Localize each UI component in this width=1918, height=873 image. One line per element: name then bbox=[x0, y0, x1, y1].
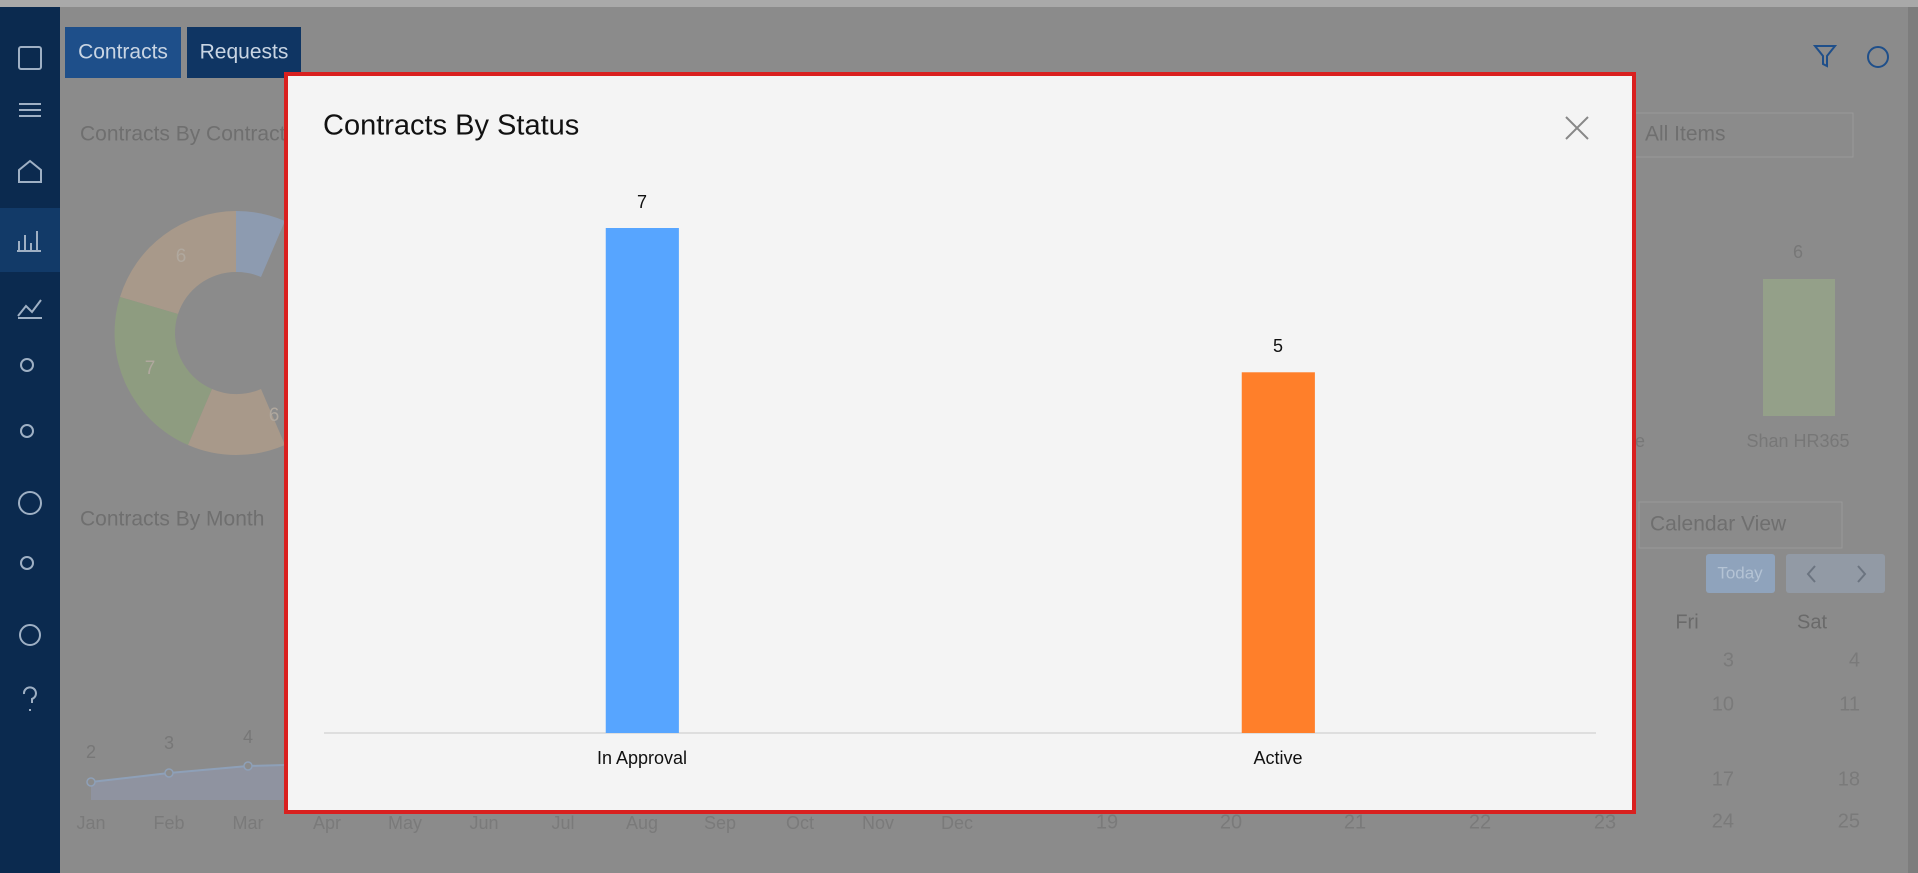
donut-label: 6 bbox=[176, 246, 187, 267]
bar bbox=[605, 228, 679, 733]
month-label: Apr bbox=[313, 813, 341, 833]
month-label: Oct bbox=[786, 813, 814, 833]
calendar-day: 17 bbox=[1712, 768, 1734, 790]
plot: 7 In Approval 5 Active bbox=[597, 192, 1315, 768]
modal-title: Contracts By Status bbox=[323, 110, 579, 142]
trend-icon[interactable] bbox=[17, 299, 42, 319]
calendar-day: 11 bbox=[1839, 693, 1860, 715]
month-label: Sep bbox=[704, 813, 736, 833]
palette-icon[interactable] bbox=[18, 491, 42, 515]
calendar-day: 25 bbox=[1838, 810, 1860, 832]
calendar-day: 18 bbox=[1838, 768, 1860, 790]
calendar-day: 21 bbox=[1344, 811, 1366, 833]
x-tick-label: Active bbox=[1253, 748, 1302, 768]
weekday: Sat bbox=[1797, 611, 1827, 633]
sidebar-active bbox=[0, 208, 60, 272]
analytics-icon[interactable] bbox=[17, 231, 41, 252]
month-label: Jul bbox=[551, 813, 574, 833]
line bbox=[90, 764, 286, 783]
month-label: Jan bbox=[76, 813, 105, 833]
users-icon[interactable] bbox=[20, 424, 34, 438]
calendar-day: 20 bbox=[1220, 811, 1242, 833]
month-label: Aug bbox=[626, 813, 658, 833]
dropdown-text[interactable]: Calendar View bbox=[1650, 513, 1787, 536]
tab[interactable] bbox=[187, 27, 301, 78]
x-tick-label: In Approval bbox=[597, 748, 687, 768]
donut-segment bbox=[188, 389, 285, 456]
calendar-day: 19 bbox=[1096, 811, 1118, 833]
logo-icon[interactable] bbox=[18, 46, 42, 70]
close-button[interactable] bbox=[1565, 116, 1589, 140]
calendar-day: 10 bbox=[1712, 693, 1734, 715]
point-label: 4 bbox=[243, 727, 253, 747]
tab-label[interactable]: Requests bbox=[200, 41, 289, 64]
sidebar bbox=[0, 7, 60, 873]
modal-frame bbox=[284, 72, 1636, 814]
line-point bbox=[86, 777, 96, 787]
user-sync-icon[interactable] bbox=[20, 556, 34, 570]
top-strip bbox=[0, 0, 1918, 7]
today-button[interactable] bbox=[1706, 554, 1775, 593]
home-icon[interactable] bbox=[18, 159, 42, 183]
month-label: Jun bbox=[469, 813, 498, 833]
month-label: Feb bbox=[153, 813, 184, 833]
donut-segment bbox=[114, 297, 212, 445]
donut-label: 7 bbox=[145, 358, 156, 379]
calendar-day: 4 bbox=[1849, 649, 1860, 671]
calendar-day: 23 bbox=[1594, 811, 1616, 833]
nav-buttons[interactable] bbox=[1786, 554, 1885, 593]
value-label: 5 bbox=[1273, 336, 1283, 356]
tab-label[interactable]: Contracts bbox=[78, 41, 168, 64]
bar-label: e bbox=[1635, 431, 1645, 451]
value-label: 7 bbox=[637, 192, 647, 212]
line-point bbox=[243, 761, 253, 771]
background-layer: 6 7 6 Jan Feb Mar Apr May Jun Jul Aug Sep Oct Nov Dec 2… bbox=[76, 210, 1860, 833]
month-label: Nov bbox=[862, 813, 894, 833]
sidebar-icons bbox=[17, 46, 42, 711]
dropdown[interactable] bbox=[1638, 501, 1843, 549]
bar-value: 6 bbox=[1793, 242, 1803, 262]
modal: Contracts By Status bbox=[284, 72, 1636, 814]
dropdown-text[interactable]: All Items bbox=[1645, 123, 1726, 146]
tab[interactable] bbox=[65, 27, 181, 78]
calendar-day: 24 bbox=[1712, 810, 1734, 832]
donut-segment bbox=[236, 210, 285, 277]
filter-icon[interactable] bbox=[1812, 45, 1838, 68]
point-label: 3 bbox=[164, 733, 174, 753]
point-label: 2 bbox=[86, 742, 96, 762]
bar bbox=[1241, 372, 1315, 733]
donut-label: 6 bbox=[269, 405, 280, 426]
user-icon[interactable] bbox=[20, 358, 34, 372]
line-area bbox=[91, 765, 285, 800]
calendar-day: 3 bbox=[1723, 649, 1734, 671]
bar-label: Shan HR365 bbox=[1746, 431, 1849, 451]
today-label[interactable]: Today bbox=[1717, 563, 1763, 582]
weekday: Fri bbox=[1675, 611, 1698, 633]
calendar-day: 22 bbox=[1469, 811, 1491, 833]
settings-icon[interactable] bbox=[19, 624, 41, 646]
nav-arrows bbox=[1806, 565, 1867, 583]
widget-title: Contracts By Contract bbox=[80, 123, 286, 146]
month-label: May bbox=[388, 813, 422, 833]
menu-icon[interactable] bbox=[19, 103, 41, 117]
line-point bbox=[164, 768, 174, 778]
widget-title: Contracts By Month bbox=[80, 508, 264, 531]
month-label: Dec bbox=[941, 813, 973, 833]
help-icon[interactable] bbox=[22, 686, 37, 711]
settings-icon[interactable] bbox=[1867, 46, 1889, 68]
scrollbar bbox=[1908, 7, 1918, 873]
owner-bar bbox=[1763, 279, 1835, 416]
donut-segment bbox=[120, 211, 236, 314]
month-label: Mar bbox=[233, 813, 264, 833]
